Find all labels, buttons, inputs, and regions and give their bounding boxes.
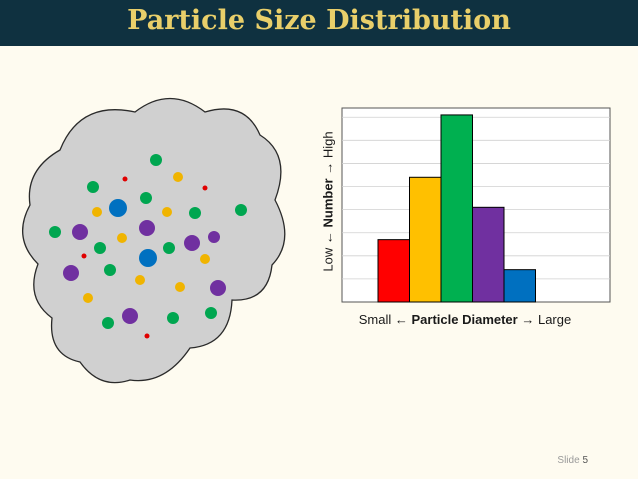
bar [440, 114, 473, 303]
y-axis-label-arrow-left: ← [320, 231, 336, 245]
green-particle [167, 312, 179, 324]
slide-number: Slide 5 [557, 455, 588, 466]
purple-particle [208, 231, 220, 243]
blue-particle [139, 249, 157, 267]
slide-label: Slide [557, 455, 580, 466]
red-particle [81, 253, 87, 259]
yellow-particle [162, 207, 172, 217]
green-particle [140, 192, 152, 204]
x-axis-label-small: Small [358, 312, 395, 327]
yellow-particle [173, 172, 183, 182]
yellow-particle [175, 282, 185, 292]
y-axis-label-low: Low [320, 244, 336, 272]
bar [503, 269, 536, 303]
page-title: Particle Size Distribution [127, 5, 511, 36]
yellow-particle [117, 233, 127, 243]
green-particle [205, 307, 217, 319]
purple-particle [122, 308, 138, 324]
red-particle [122, 176, 128, 182]
bar [377, 239, 410, 303]
green-particle [150, 154, 162, 166]
bars-group [377, 114, 536, 303]
purple-particle [210, 280, 226, 296]
yellow-particle [92, 207, 102, 217]
cloud-outline [22, 97, 286, 384]
yellow-particle [200, 254, 210, 264]
y-axis-label: Low ← Number → High [321, 122, 336, 282]
yellow-particle [135, 275, 145, 285]
purple-particle [184, 235, 200, 251]
green-particle [87, 181, 99, 193]
green-particle [235, 204, 247, 216]
green-particle [163, 242, 175, 254]
x-axis-label-arrow-right: → [521, 312, 535, 327]
bar [409, 176, 442, 303]
x-axis-label-main: Particle Diameter [411, 312, 518, 327]
blue-particle [109, 199, 127, 217]
x-axis-label: Small ← Particle Diameter → Large [340, 312, 590, 327]
x-axis-label-large: Large [534, 312, 572, 327]
green-particle [104, 264, 116, 276]
red-particle [202, 185, 208, 191]
y-axis-label-arrow-right: → [320, 161, 336, 175]
y-axis-label-high: High [320, 131, 336, 162]
bar [472, 206, 505, 303]
title-bar: Particle Size Distribution [0, 0, 638, 46]
particles-group [49, 154, 247, 339]
y-axis-label-main: Number [320, 178, 336, 228]
purple-particle [139, 220, 155, 236]
red-particle [144, 333, 150, 339]
purple-particle [63, 265, 79, 281]
slide-number-value: 5 [582, 455, 588, 466]
green-particle [49, 226, 61, 238]
purple-particle [72, 224, 88, 240]
green-particle [94, 242, 106, 254]
green-particle [102, 317, 114, 329]
green-particle [189, 207, 201, 219]
x-axis-label-arrow-left: ← [394, 312, 408, 327]
yellow-particle [83, 293, 93, 303]
cloud-shape [22, 97, 286, 384]
